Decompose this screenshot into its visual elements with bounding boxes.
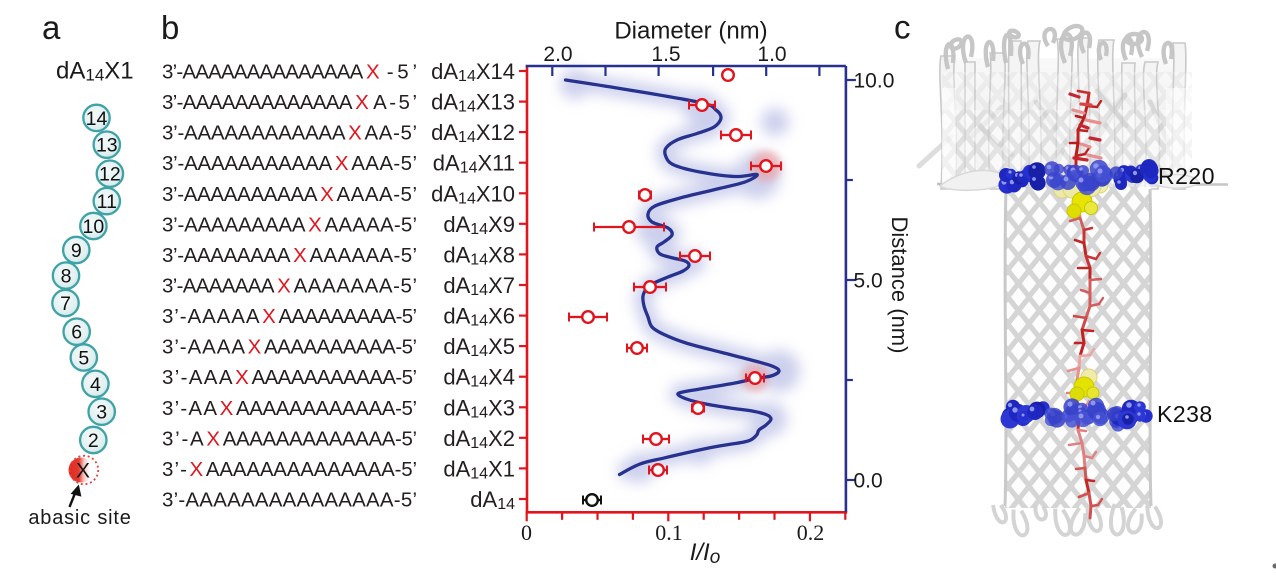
- svg-text:X: X: [320, 183, 334, 206]
- svg-text:dA14X2: dA14X2: [443, 426, 515, 452]
- svg-text:3’-AAAAAAAAAAA: 3’-AAAAAAAAAAA: [162, 152, 333, 175]
- svg-text:Distance (nm): Distance (nm): [887, 217, 912, 354]
- svg-text:X: X: [293, 244, 307, 267]
- svg-text:AAAAAA-5’: AAAAAA-5’: [310, 244, 418, 267]
- svg-text:5.0: 5.0: [854, 270, 883, 293]
- svg-text:X: X: [335, 152, 349, 175]
- svg-text:AAAAAAAAA-5’: AAAAAAAAA-5’: [279, 305, 418, 328]
- svg-text:3’-AAAAAAAAAA: 3’-AAAAAAAAAA: [162, 183, 318, 206]
- svg-text:0: 0: [521, 520, 532, 545]
- svg-text:dA14X10: dA14X10: [431, 181, 515, 207]
- svg-text:3: 3: [96, 402, 107, 424]
- svg-text:6: 6: [71, 322, 82, 344]
- svg-text:12: 12: [99, 164, 121, 186]
- svg-text:3’-AAAAAAAAA: 3’-AAAAAAAAA: [162, 213, 306, 236]
- svg-text:K238: K238: [1157, 401, 1213, 427]
- svg-text:3’-AAA: 3’-AAA: [162, 366, 233, 389]
- svg-text:3’-AAAAAAA: 3’-AAAAAAA: [162, 275, 275, 298]
- svg-text:0.0: 0.0: [854, 470, 883, 493]
- svg-text:X: X: [366, 61, 380, 84]
- svg-text:14: 14: [86, 108, 108, 130]
- svg-text:10.0: 10.0: [854, 70, 895, 93]
- svg-text:abasic site: abasic site: [28, 507, 131, 529]
- svg-text:AAAAAAAAAAAAAA-5’: AAAAAAAAAAAAAA-5’: [206, 458, 417, 481]
- svg-text:X: X: [348, 122, 362, 145]
- svg-text:X: X: [190, 458, 204, 481]
- svg-text:X: X: [220, 397, 234, 420]
- svg-text:AAAAAAAAAAAA-5’: AAAAAAAAAAAA-5’: [236, 397, 417, 420]
- svg-text:b: b: [161, 9, 179, 46]
- svg-text:8: 8: [61, 266, 72, 288]
- svg-text:AAA-5’: AAA-5’: [351, 152, 417, 175]
- svg-text:A-5’: A-5’: [373, 91, 417, 114]
- svg-text:4: 4: [90, 374, 101, 396]
- svg-text:dA14X11: dA14X11: [433, 151, 515, 177]
- svg-text:AA-5’: AA-5’: [365, 122, 418, 145]
- svg-text:3’-AAAAAAAAAAAAA: 3’-AAAAAAAAAAAAA: [162, 91, 353, 114]
- svg-text:3’-AAAAAAAAAAAAAA: 3’-AAAAAAAAAAAAAA: [162, 61, 364, 84]
- svg-text:Diameter (nm): Diameter (nm): [614, 18, 767, 45]
- svg-text:3’-AA: 3’-AA: [162, 397, 217, 420]
- svg-text:X: X: [308, 213, 322, 236]
- svg-text:-5’: -5’: [387, 61, 417, 84]
- svg-text:X: X: [76, 460, 90, 483]
- svg-text:AAAAAAAAAAAAA-5’: AAAAAAAAAAAAA-5’: [223, 427, 417, 450]
- svg-text:3’-AAAAAAAAAAAA: 3’-AAAAAAAAAAAA: [162, 122, 346, 145]
- svg-text:X: X: [206, 427, 220, 450]
- svg-text:3’-AAAAA: 3’-AAAAA: [162, 305, 260, 328]
- svg-text:3’-AAAA: 3’-AAAA: [162, 336, 245, 359]
- svg-text:10: 10: [83, 216, 105, 238]
- svg-text:X: X: [262, 305, 276, 328]
- svg-text:7: 7: [60, 293, 71, 315]
- svg-text:a: a: [42, 9, 61, 46]
- svg-text:3’-AAAAAAAAAAAAAAA-5’: 3’-AAAAAAAAAAAAAAA-5’: [162, 489, 417, 512]
- svg-text:AAAAAAAAAA-5’: AAAAAAAAAA-5’: [264, 336, 417, 359]
- svg-text:2.0: 2.0: [543, 43, 572, 66]
- svg-text:R220: R220: [1158, 163, 1215, 189]
- svg-text:1.0: 1.0: [757, 43, 786, 66]
- svg-text:dA14X3: dA14X3: [443, 395, 515, 421]
- svg-text:AAAAAAAAAAA-5’: AAAAAAAAAAA-5’: [252, 366, 418, 389]
- svg-text:2: 2: [88, 430, 99, 452]
- svg-text:X: X: [235, 366, 249, 389]
- svg-text:3’-: 3’-: [162, 458, 187, 481]
- svg-text:11: 11: [97, 191, 117, 213]
- svg-text:0.1: 0.1: [655, 520, 683, 545]
- svg-text:13: 13: [96, 135, 118, 157]
- svg-text:dA14X5: dA14X5: [443, 334, 515, 360]
- svg-text:3’-AAAAAAAA: 3’-AAAAAAAA: [162, 244, 291, 267]
- svg-text:X: X: [277, 275, 291, 298]
- svg-text:1.5: 1.5: [651, 43, 680, 66]
- svg-text:X: X: [248, 336, 262, 359]
- svg-text:9: 9: [71, 240, 82, 262]
- svg-text:X: X: [355, 91, 369, 114]
- svg-text:3’-A: 3’-A: [162, 427, 204, 450]
- svg-text:AAAAAAA-5’: AAAAAAA-5’: [294, 275, 418, 298]
- svg-text:dA14X1: dA14X1: [443, 456, 515, 482]
- svg-text:5: 5: [78, 348, 89, 370]
- svg-text:AAAAA-5’: AAAAA-5’: [325, 213, 418, 236]
- svg-text:c: c: [894, 9, 911, 46]
- svg-text:AAAA-5’: AAAA-5’: [337, 183, 418, 206]
- svg-text:0.2: 0.2: [797, 520, 825, 545]
